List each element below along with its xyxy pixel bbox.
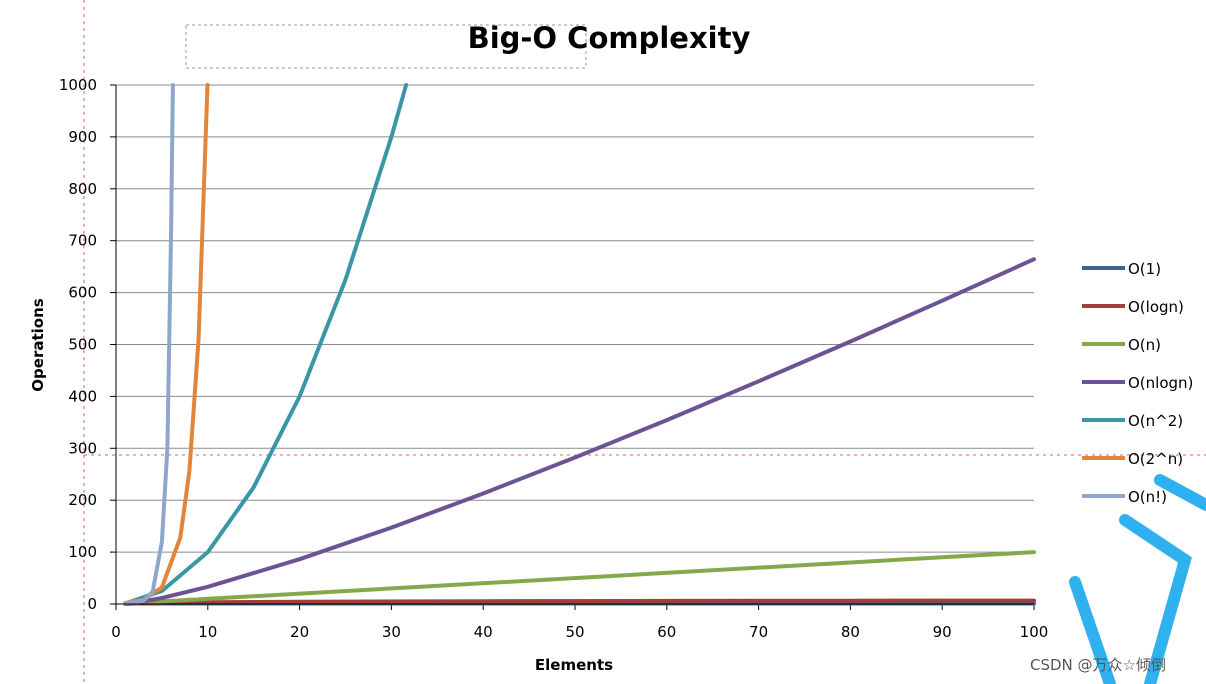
- legend-label: O(n^2): [1128, 412, 1183, 430]
- y-tick-label: 600: [68, 284, 97, 302]
- y-tick-label: 500: [68, 336, 97, 354]
- x-tick-label: 20: [290, 623, 309, 641]
- watermark-graphic: [1069, 474, 1206, 684]
- chart-title: Big-O Complexity: [468, 21, 751, 55]
- x-tick-label: 80: [841, 623, 860, 641]
- y-axis-title: Operations: [29, 298, 47, 391]
- x-axis-ticks: 0 10 20 30 40 50 60 70 80 90 100: [111, 604, 1048, 641]
- y-tick-label: 0: [87, 595, 97, 613]
- y-tick-label: 1000: [59, 76, 97, 94]
- series-line-4: [123, 83, 409, 606]
- series-line-3: [123, 257, 1036, 606]
- title-selection-box: [185, 24, 587, 69]
- gridlines: [116, 84, 1034, 553]
- y-tick-label: 400: [68, 387, 97, 405]
- legend-label: O(n): [1128, 336, 1161, 354]
- legend-label: O(logn): [1128, 298, 1184, 316]
- y-tick-label: 100: [68, 543, 97, 561]
- x-tick-label: 30: [382, 623, 401, 641]
- legend-label: O(1): [1128, 260, 1161, 278]
- y-tick-label: 900: [68, 128, 97, 146]
- x-tick-label: 100: [1020, 623, 1049, 641]
- y-tick-label: 200: [68, 491, 97, 509]
- x-tick-label: 60: [657, 623, 676, 641]
- x-tick-label: 70: [749, 623, 768, 641]
- watermark-text: CSDN @万众☆倾倒: [1030, 656, 1166, 674]
- x-tick-label: 10: [198, 623, 217, 641]
- x-tick-label: 90: [933, 623, 952, 641]
- y-tick-label: 800: [68, 180, 97, 198]
- x-tick-label: 50: [565, 623, 584, 641]
- x-axis-title: Elements: [535, 656, 613, 674]
- legend-label: O(n!): [1128, 488, 1167, 506]
- y-tick-label: 300: [68, 439, 97, 457]
- y-axis-ticks: 0 100 200 300 400 500 600 700 800 900 1000: [59, 76, 116, 613]
- series-line-6: [123, 83, 175, 606]
- series-line-2: [123, 550, 1036, 606]
- x-tick-label: 40: [474, 623, 493, 641]
- y-tick-label: 700: [68, 232, 97, 250]
- legend-label: O(2^n): [1128, 450, 1183, 468]
- legend: O(1) O(logn) O(n) O(nlogn) O(n^2) O(2^n) O(n!): [1082, 260, 1193, 506]
- legend-label: O(nlogn): [1128, 374, 1193, 392]
- x-tick-label: 0: [111, 623, 121, 641]
